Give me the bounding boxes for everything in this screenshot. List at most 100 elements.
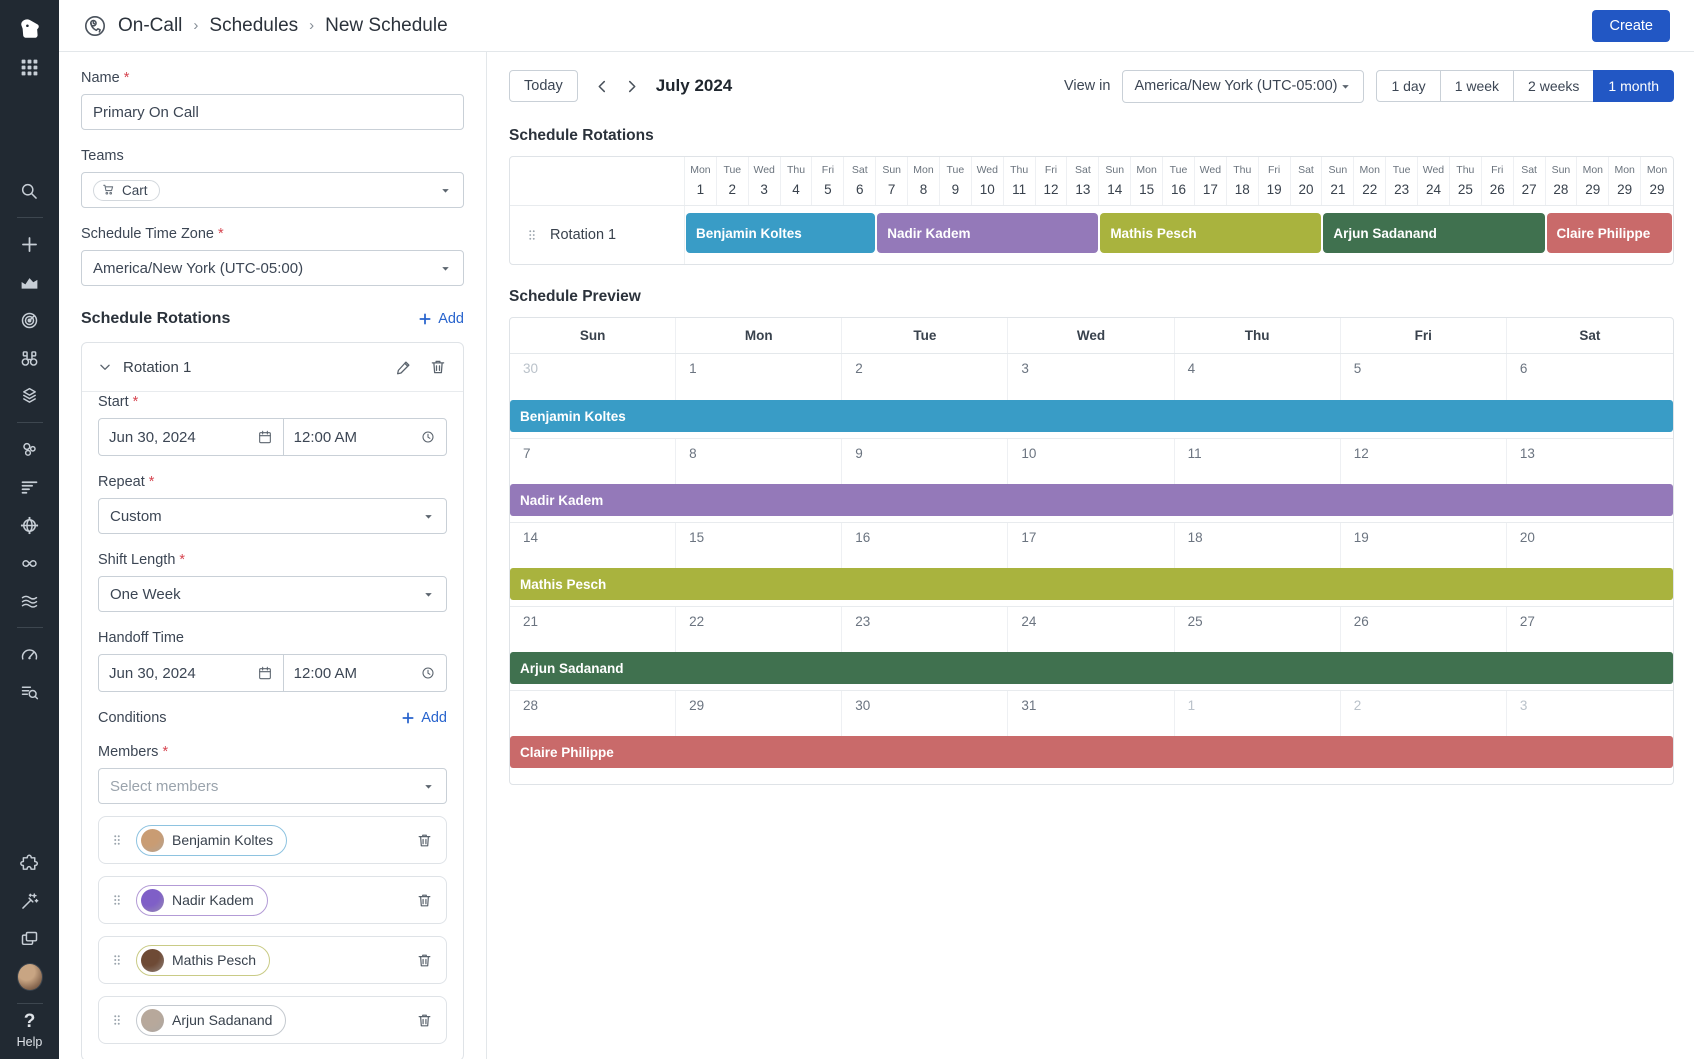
rotation-shift-bar[interactable]: Arjun Sadanand <box>1323 213 1545 253</box>
service-management-icon[interactable] <box>17 436 43 462</box>
calendar-date-cell[interactable]: 8 <box>676 439 843 484</box>
view-2-weeks-button[interactable]: 2 weeks <box>1513 70 1595 102</box>
preview-shift-bar[interactable]: Arjun Sadanand <box>510 652 1673 684</box>
calendar-date-cell[interactable]: 1 <box>676 354 843 400</box>
drag-handle-icon[interactable] <box>525 226 539 244</box>
timezone-select[interactable]: America/New York (UTC-05:00) <box>81 250 464 286</box>
calendar-date-cell[interactable]: 2 <box>1341 691 1507 736</box>
rotation-shift-bar[interactable]: Benjamin Koltes <box>686 213 876 253</box>
calendar-date-cell[interactable]: 12 <box>1341 439 1507 484</box>
dashboards-icon[interactable] <box>17 641 43 667</box>
logs-icon[interactable] <box>17 474 43 500</box>
repeat-select[interactable]: Custom <box>98 498 447 534</box>
log-pipelines-icon[interactable] <box>17 588 43 614</box>
add-rotation-button[interactable]: Add <box>418 311 464 327</box>
preview-shift-bar[interactable]: Claire Philippe <box>510 736 1673 768</box>
create-new-icon[interactable] <box>17 231 43 257</box>
calendar-date-cell[interactable]: 11 <box>1175 439 1341 484</box>
calendar-date-cell[interactable]: 22 <box>676 607 843 652</box>
rotation-shift-bar[interactable]: Nadir Kadem <box>877 213 1099 253</box>
calendar-date-cell[interactable]: 4 <box>1175 354 1341 400</box>
calendar-date-cell[interactable]: 7 <box>510 439 677 484</box>
breadcrumb-on-call[interactable]: On-Call <box>118 14 183 36</box>
start-date-input[interactable]: Jun 30, 2024 <box>99 419 283 455</box>
add-condition-button[interactable]: Add <box>401 710 447 726</box>
calendar-date-cell[interactable]: 19 <box>1341 523 1507 568</box>
calendar-date-cell[interactable]: 20 <box>1519 530 1535 545</box>
start-time-input[interactable]: 12:00 AM <box>282 419 446 455</box>
calendar-date-cell[interactable]: 13 <box>1519 446 1535 461</box>
member-pill[interactable]: Benjamin Koltes <box>136 824 288 856</box>
calendar-date-cell[interactable]: 16 <box>842 523 1009 568</box>
handoff-date-input[interactable]: Jun 30, 2024 <box>99 655 283 691</box>
rotation-shift-bar[interactable]: Mathis Pesch <box>1100 213 1322 253</box>
member-pill[interactable]: Arjun Sadanand <box>136 1004 287 1036</box>
search-icon[interactable] <box>17 178 43 204</box>
breadcrumb-schedules[interactable]: Schedules <box>209 14 299 36</box>
calendar-date-cell[interactable]: 30 <box>510 354 677 400</box>
watchdog-icon[interactable] <box>17 345 43 371</box>
calendar-date-cell[interactable]: 31 <box>1008 691 1175 736</box>
calendar-date-cell[interactable]: 14 <box>510 523 677 568</box>
calendar-date-cell[interactable]: 29 <box>676 691 843 736</box>
delete-rotation-icon[interactable] <box>429 358 447 376</box>
rotation-shift-bar[interactable]: Claire Philippe <box>1546 213 1672 253</box>
collapse-chevron-icon[interactable] <box>98 360 112 374</box>
today-button[interactable]: Today <box>509 70 578 102</box>
member-pill[interactable]: Mathis Pesch <box>136 944 271 976</box>
software-catalog-icon[interactable] <box>17 383 43 409</box>
shift-length-select[interactable]: One Week <box>98 576 447 612</box>
calendar-date-cell[interactable]: 10 <box>1008 439 1175 484</box>
view-timezone-select[interactable]: America/New York (UTC-05:00) <box>1122 69 1365 103</box>
apps-grid-icon[interactable] <box>17 54 43 80</box>
calendar-date-cell[interactable]: 9 <box>842 439 1009 484</box>
preview-shift-bar[interactable]: Benjamin Koltes <box>510 400 1673 432</box>
remove-member-icon[interactable] <box>416 1012 433 1029</box>
handoff-time-input[interactable]: 12:00 AM <box>282 655 446 691</box>
workflow-automation-icon[interactable] <box>17 888 43 914</box>
remove-member-icon[interactable] <box>416 892 433 909</box>
drag-handle-icon[interactable] <box>110 891 124 909</box>
view-1-week-button[interactable]: 1 week <box>1439 70 1515 102</box>
calendar-date-cell[interactable]: 6 <box>1519 361 1528 376</box>
calendar-date-cell[interactable]: 25 <box>1175 607 1341 652</box>
drag-handle-icon[interactable] <box>110 831 124 849</box>
next-month-icon[interactable] <box>623 78 640 95</box>
preview-shift-bar[interactable]: Mathis Pesch <box>510 568 1673 600</box>
view-1-month-button[interactable]: 1 month <box>1593 70 1674 102</box>
teams-select[interactable]: Cart <box>81 172 464 208</box>
calendar-date-cell[interactable]: 23 <box>842 607 1009 652</box>
edit-icon[interactable] <box>395 358 413 376</box>
calendar-date-cell[interactable]: 3 <box>1519 698 1528 713</box>
calendar-date-cell[interactable]: 27 <box>1519 614 1535 629</box>
drag-handle-icon[interactable] <box>110 951 124 969</box>
metrics-icon[interactable] <box>17 269 43 295</box>
preview-shift-bar[interactable]: Nadir Kadem <box>510 484 1673 516</box>
create-button[interactable]: Create <box>1592 9 1670 42</box>
log-explorer-icon[interactable] <box>17 679 43 705</box>
calendar-date-cell[interactable]: 5 <box>1341 354 1507 400</box>
calendar-date-cell[interactable]: 3 <box>1008 354 1175 400</box>
calendar-date-cell[interactable]: 26 <box>1341 607 1507 652</box>
calendar-date-cell[interactable]: 17 <box>1008 523 1175 568</box>
calendar-date-cell[interactable]: 1 <box>1175 691 1341 736</box>
help-button[interactable]: ? Help <box>17 1011 43 1049</box>
ci-pipelines-icon[interactable] <box>17 550 43 576</box>
remove-member-icon[interactable] <box>416 832 433 849</box>
drag-handle-icon[interactable] <box>110 1011 124 1029</box>
member-pill[interactable]: Nadir Kadem <box>136 884 268 916</box>
calendar-date-cell[interactable]: 24 <box>1008 607 1175 652</box>
network-icon[interactable] <box>17 512 43 538</box>
user-avatar-icon[interactable] <box>16 963 43 991</box>
calendar-date-cell[interactable]: 28 <box>510 691 677 736</box>
cross-product-icon[interactable] <box>17 926 43 952</box>
integrations-icon[interactable] <box>17 850 43 876</box>
members-select[interactable]: Select members <box>98 768 447 804</box>
apm-target-icon[interactable] <box>17 307 43 333</box>
calendar-date-cell[interactable]: 18 <box>1175 523 1341 568</box>
calendar-date-cell[interactable]: 15 <box>676 523 843 568</box>
remove-member-icon[interactable] <box>416 952 433 969</box>
calendar-date-cell[interactable]: 30 <box>842 691 1009 736</box>
view-1-day-button[interactable]: 1 day <box>1376 70 1441 102</box>
name-input[interactable]: Primary On Call <box>81 94 464 130</box>
